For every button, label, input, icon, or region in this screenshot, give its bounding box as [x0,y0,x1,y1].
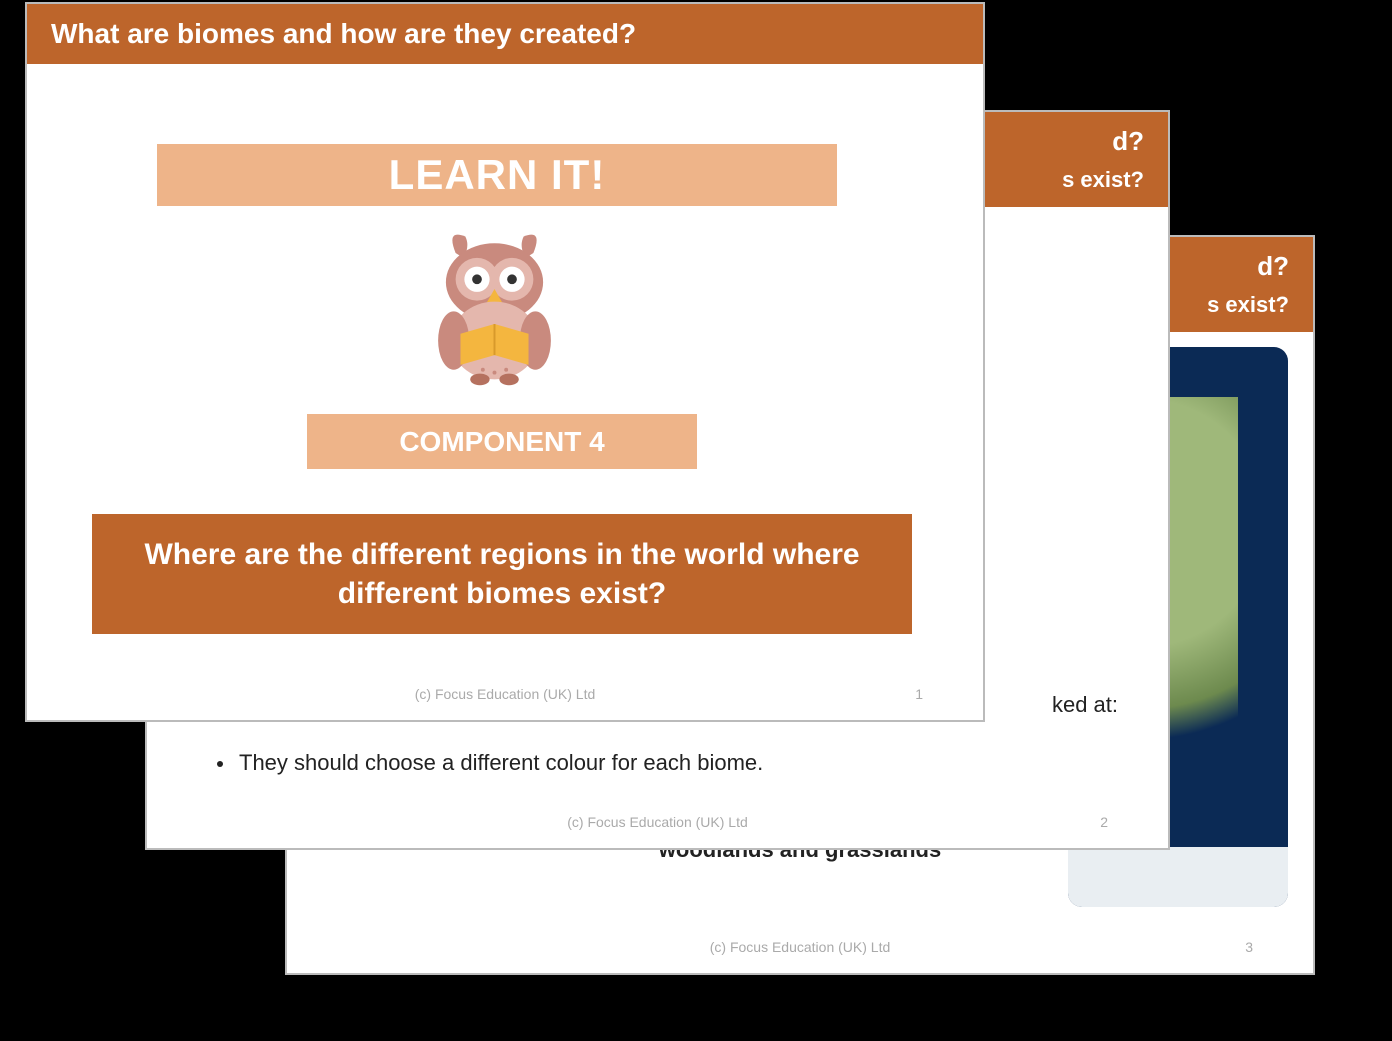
slide2-bullet-text: They should choose a different colour fo… [239,750,763,775]
slide3-footer: (c) Focus Education (UK) Ltd [287,939,1313,955]
slide1-footer: (c) Focus Education (UK) Ltd [27,686,983,702]
slide2-bullet: They should choose a different colour fo… [217,750,1098,776]
slide1-title: What are biomes and how are they created… [27,4,983,64]
learn-it-banner: LEARN IT! [157,144,837,206]
slide3-page: 3 [1245,939,1253,955]
slide-1: What are biomes and how are they created… [25,2,985,722]
slide2-footer: (c) Focus Education (UK) Ltd [147,814,1168,830]
slide2-page: 2 [1100,814,1108,830]
bullet-icon [217,761,223,767]
component-banner: COMPONENT 4 [307,414,697,469]
slide1-page: 1 [915,686,923,702]
slide2-looked-at: ked at: [1052,692,1118,718]
owl-icon [407,219,582,394]
question-banner: Where are the different regions in the w… [92,514,912,634]
